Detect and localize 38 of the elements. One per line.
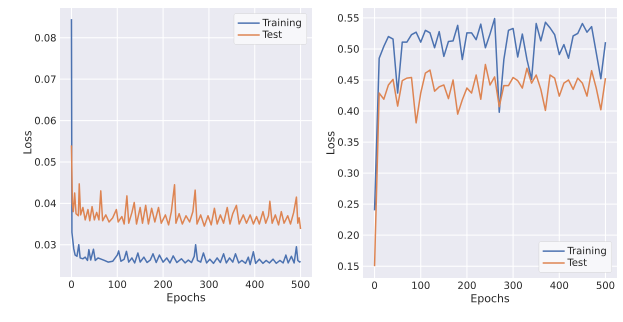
y-tick-label: 0.08: [34, 34, 56, 42]
line-series: [70, 18, 302, 266]
x-tick-label: 500: [596, 282, 614, 290]
x-tick-label: 300: [200, 280, 218, 288]
y-tick-label: 0.30: [338, 169, 359, 177]
legend-label: Test: [567, 258, 587, 266]
y-tick-label: 0.55: [338, 14, 359, 22]
y-tick-label: 0.45: [338, 76, 359, 84]
x-tick-label: 100: [412, 282, 430, 290]
x-tick-label: 200: [154, 280, 172, 288]
y-tick-label: 0.20: [338, 231, 359, 239]
y-tick-label: 0.40: [338, 107, 359, 115]
y-tick-label: 0.04: [34, 200, 56, 208]
x-axis-title: Epochs: [471, 294, 510, 305]
y-tick-label: 0.05: [34, 158, 56, 166]
y-axis-title: Loss: [326, 132, 334, 154]
x-tick-label: 300: [504, 282, 522, 290]
x-tick-label: 100: [108, 280, 126, 288]
x-tick-label: 0: [68, 280, 74, 288]
x-axis-title: Epochs: [167, 292, 206, 304]
x-tick-label: 400: [246, 280, 264, 288]
y-tick-label: 0.06: [34, 116, 56, 124]
line-series: [70, 144, 302, 230]
y-tick-label: 0.25: [338, 200, 359, 208]
legend-label: Training: [262, 18, 301, 28]
y-tick-label: 0.35: [338, 138, 359, 146]
y-tick-label: 0.03: [34, 240, 56, 248]
legend-label: Test: [262, 30, 282, 38]
line-series: [374, 64, 606, 267]
x-tick-label: 200: [458, 282, 476, 290]
x-tick-label: 500: [292, 280, 310, 288]
y-tick-label: 0.50: [338, 45, 359, 53]
x-tick-label: 0: [372, 282, 378, 290]
y-axis-title: Loss: [23, 131, 32, 154]
y-tick-label: 0.07: [34, 75, 56, 83]
x-tick-label: 400: [550, 282, 568, 290]
y-tick-label: 0.15: [338, 262, 359, 270]
legend-label: Training: [567, 246, 606, 256]
